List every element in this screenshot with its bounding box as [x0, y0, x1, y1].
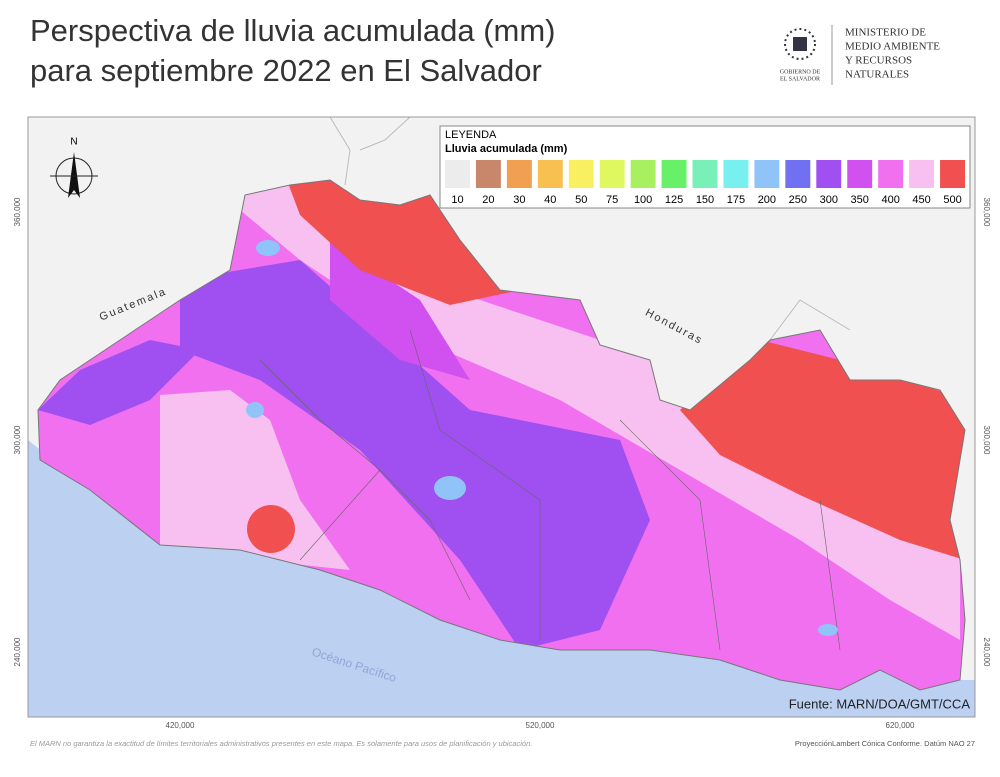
legend-value: 150 [696, 194, 714, 206]
legend-title: LEYENDA [445, 129, 497, 141]
legend-swatch [816, 160, 842, 188]
legend-swatch [599, 160, 625, 188]
legend-swatch [568, 160, 594, 188]
legend-value: 450 [912, 194, 930, 206]
legend-value: 40 [544, 194, 556, 206]
legend-value: 400 [881, 194, 899, 206]
legend: LEYENDA Lluvia acumulada (mm) 10 20 30 40 50… [439, 125, 971, 209]
legend-swatch [506, 160, 532, 188]
y-coord: 360,000 [982, 198, 991, 227]
y-coord: 300,000 [982, 426, 991, 455]
legend-value: 300 [820, 194, 838, 206]
legend-value: 125 [665, 194, 683, 206]
x-coord: 620,000 [886, 721, 915, 730]
y-coord: 360,000 [13, 197, 22, 226]
y-coord: 240,000 [982, 638, 991, 667]
source: Fuente: MARN/DOA/GMT/CCA [789, 696, 971, 711]
legend-subtitle: Lluvia acumulada (mm) [445, 143, 568, 155]
legend-swatch [537, 160, 563, 188]
legend-swatch [785, 160, 811, 188]
x-coord: 420,000 [166, 721, 195, 730]
north-label: N [70, 137, 77, 148]
legend-value: 75 [606, 194, 618, 206]
legend-value: 200 [758, 194, 776, 206]
projection: ProyecciónLambert Cónica Conforme. Datúm… [795, 739, 975, 748]
legend-value: 500 [943, 194, 961, 206]
legend-swatch [878, 160, 904, 188]
legend-value: 20 [482, 194, 494, 206]
x-coord: 520,000 [526, 721, 555, 730]
legend-swatch [661, 160, 687, 188]
logo-caption: EL SALVADOR [780, 76, 820, 82]
legend-value: 350 [851, 194, 869, 206]
legend-swatch [692, 160, 718, 188]
legend-value: 10 [451, 194, 463, 206]
legend-value: 50 [575, 194, 587, 206]
legend-swatch [723, 160, 749, 188]
legend-value: 30 [513, 194, 525, 206]
legend-swatch [475, 160, 501, 188]
legend-swatch [754, 160, 780, 188]
legend-swatch [630, 160, 656, 188]
y-coord: 300,000 [13, 425, 22, 454]
ministry: NATURALES [845, 69, 909, 81]
map: N Guatemala Honduras Océano Pacífico Fue… [28, 117, 975, 717]
legend-value: 175 [727, 194, 745, 206]
title: Perspectiva de lluvia acumulada (mm) [30, 13, 556, 48]
legend-swatch [445, 160, 470, 188]
map-frame [27, 116, 976, 718]
ministry: Y RECURSOS [845, 55, 912, 67]
logo-caption: GOBIERNO DE [780, 69, 821, 75]
y-coord: 240,000 [13, 637, 22, 666]
legend-value: 250 [789, 194, 807, 206]
legend-value: 100 [634, 194, 652, 206]
logo: GOBIERNO DE EL SALVADOR [780, 25, 833, 85]
legend-swatch [940, 160, 965, 188]
disclaimer: El MARN no garantiza la exactitud de lím… [30, 739, 532, 748]
ministry: MEDIO AMBIENTE [845, 41, 940, 53]
ministry: MINISTERIO DE [845, 27, 926, 39]
title: para septiembre 2022 en El Salvador [30, 53, 542, 88]
legend-swatch [847, 160, 873, 188]
legend-swatch [909, 160, 935, 188]
north-arrow: N [50, 137, 98, 198]
